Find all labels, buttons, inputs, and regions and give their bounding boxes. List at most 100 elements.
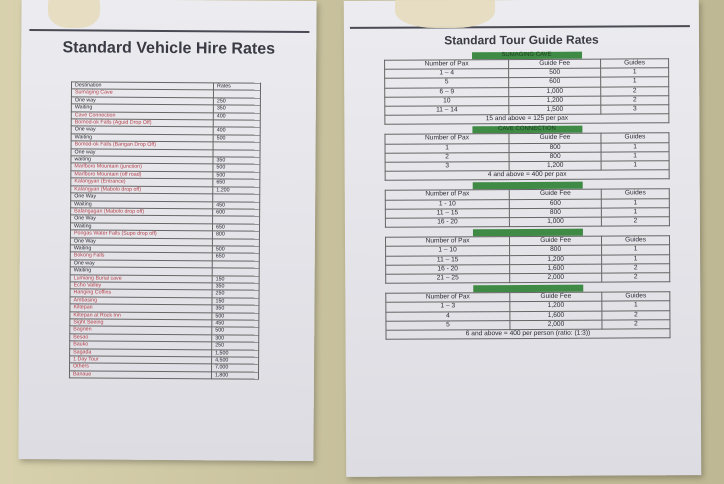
guide-table: Number of Pax Guide Fee Guides 1 – 3 1,200 1 4…	[385, 291, 671, 340]
cell: 16 - 20	[385, 217, 510, 228]
row: 16 - 20 1,000 2	[385, 216, 670, 228]
header-cell: Guides	[601, 291, 670, 302]
header-cell: Guide Fee	[509, 236, 602, 247]
header-cell: Guide Fee	[508, 59, 601, 69]
cell: 1,500	[508, 105, 601, 115]
row: Banaue 1,800	[69, 370, 259, 380]
rate: 350	[212, 282, 260, 291]
header-cell: Guide Fee	[509, 133, 602, 144]
rate: 300	[211, 334, 259, 343]
rate: 450	[211, 319, 259, 328]
header-cell: Guides	[600, 58, 669, 69]
cell: 21 – 25	[385, 273, 510, 284]
header-cell: Guide Fee	[509, 292, 602, 303]
cell: 1	[601, 151, 670, 162]
cell: 1	[600, 77, 669, 87]
rate: 500	[211, 327, 259, 335]
cell: 500	[508, 68, 601, 78]
sections: SUMAGING CAVE Number of Pax Guide Fee Guide…	[384, 49, 671, 340]
rate: 4,500	[211, 356, 259, 365]
rule	[29, 29, 310, 33]
cell: 2	[600, 95, 669, 106]
rate: 1,200	[212, 186, 260, 195]
cell: 2	[601, 216, 670, 227]
header-cell: Guides	[601, 133, 670, 143]
rate: 450	[212, 201, 260, 210]
cell: 1,200	[509, 254, 602, 265]
note-row: 15 and above = 125 per pax	[384, 113, 669, 125]
rate: 650	[212, 179, 260, 187]
cell: 800	[509, 207, 602, 218]
cell: 1	[601, 254, 670, 264]
rate: 500	[211, 312, 259, 321]
rate: 500	[212, 171, 260, 180]
rate: 150	[212, 275, 260, 284]
cell: 800	[509, 151, 602, 162]
rate: 7,000	[211, 364, 259, 372]
cell: 1,200	[509, 161, 602, 171]
sheet-title: Standard Tour Guide Rates	[444, 32, 599, 48]
note-row: 4 and above = 400 per pax	[385, 169, 670, 181]
rate: 500	[212, 164, 260, 173]
cell: 2	[601, 272, 670, 283]
cell: 1,000	[508, 86, 601, 97]
tape	[48, 0, 100, 28]
cell: 2	[601, 310, 670, 320]
cell: 1	[601, 245, 670, 255]
header-cell: Guide Fee	[509, 189, 602, 200]
cell: 2	[601, 319, 670, 330]
guide-table: Number of Pax Guide Fee Guides 1 – 10 800 1 11…	[385, 235, 670, 284]
rate: 250	[211, 342, 259, 350]
cell: 800	[509, 245, 602, 256]
cell: 2,000	[509, 319, 603, 330]
guide-table: Number of Pax Guide Fee Guides 1 – 4 500 1 5 60…	[384, 58, 669, 125]
cell: 1,600	[509, 263, 602, 274]
cell: 600	[509, 198, 602, 209]
rate: 650	[212, 253, 260, 261]
note-row: 6 and above = 400 per person (ratio: (1:…	[385, 328, 671, 340]
cell: 2,000	[509, 273, 602, 283]
rate: 800	[212, 230, 260, 239]
cell: 800	[509, 142, 602, 153]
rate: 250	[212, 290, 260, 298]
rate: 350	[211, 304, 259, 313]
header-cell: Guides	[601, 235, 670, 246]
note: 6 and above = 400 per person (ratio: (1:…	[385, 328, 671, 340]
note: 4 and above = 400 per pax	[385, 169, 670, 181]
cell: 1,200	[509, 301, 602, 312]
cell: 1	[600, 67, 669, 78]
cell: 1	[601, 301, 670, 311]
sheet-title: Standard Vehicle Hire Rates	[62, 39, 276, 58]
cell: 1,600	[509, 310, 602, 321]
rate: 500	[212, 245, 260, 254]
rate-table: Destination Rates Sumaging Cave One way 250 W…	[69, 81, 261, 380]
cell: 1	[601, 207, 670, 218]
cell: 600	[508, 77, 601, 88]
left-sheet: Standard Vehicle Hire Rates Destination R…	[18, 0, 317, 462]
row: 21 – 25 2,000 2	[385, 272, 670, 284]
destination: Banaue	[69, 370, 212, 380]
guide-table: Number of Pax Guide Fee Guides 1 - 10 600 1 11…	[385, 189, 670, 228]
rate: 350	[212, 156, 261, 165]
rate: 150	[211, 297, 260, 306]
cell: 2	[600, 86, 669, 96]
cell: 1	[601, 142, 670, 152]
right-sheet: Standard Tour Guide Rates SUMAGING CAVE N…	[343, 0, 702, 477]
cell: 3	[600, 104, 669, 115]
rate: 500	[213, 134, 261, 143]
rule	[349, 25, 690, 29]
cell: 1,200	[508, 95, 601, 106]
cell: 1	[601, 160, 670, 171]
note: 15 and above = 125 per pax	[384, 113, 669, 125]
cell: 1,000	[509, 217, 602, 227]
header-cell: Guides	[601, 189, 670, 199]
rate: 1,500	[211, 349, 259, 358]
tape	[395, 0, 495, 28]
rate: 600	[212, 208, 260, 217]
cell: 2	[601, 263, 670, 274]
rate: 650	[212, 223, 260, 232]
cell: 1	[601, 198, 670, 208]
rate: 1,800	[211, 371, 259, 380]
guide-table: Number of Pax Guide Fee Guides 1 800 1 2 800 1 3 1…	[384, 133, 670, 182]
